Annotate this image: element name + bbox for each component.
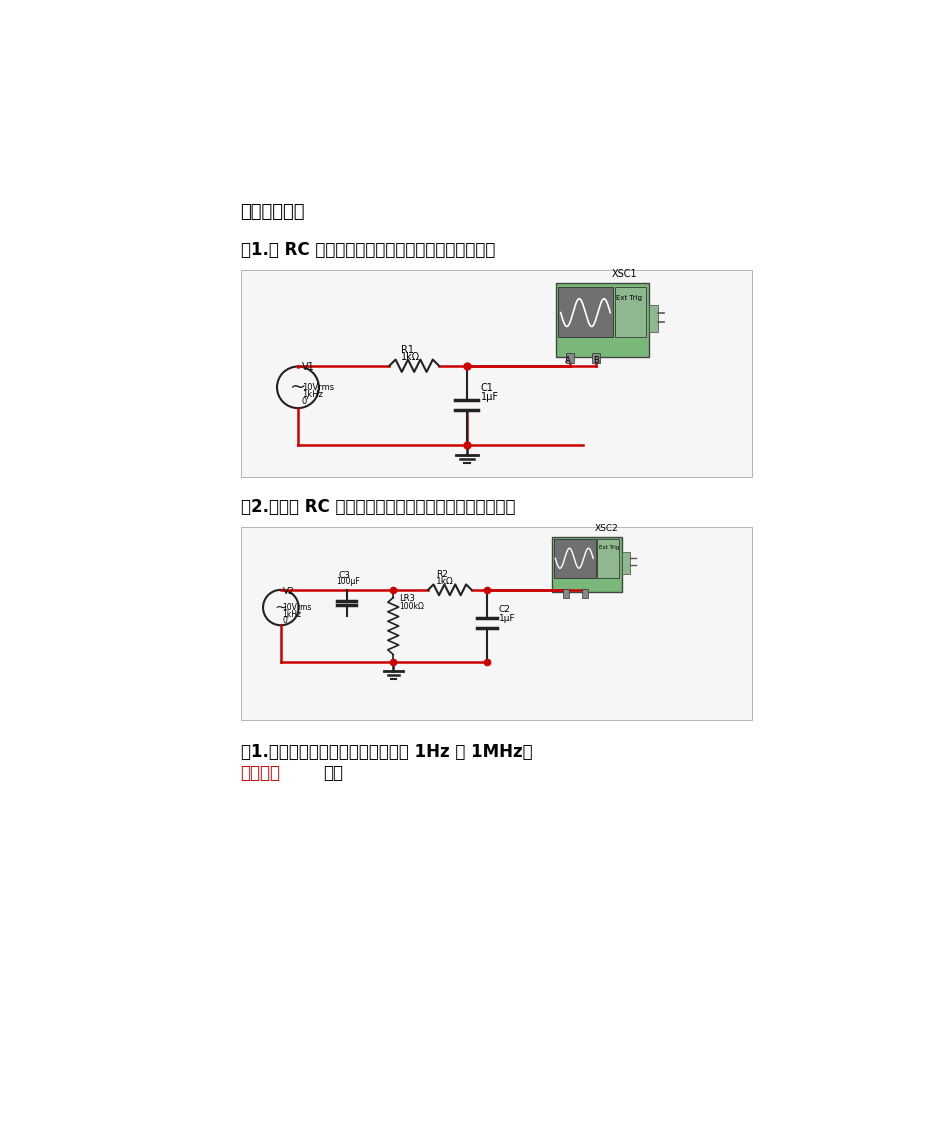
Text: V2: V2 xyxy=(282,586,294,595)
Text: ~: ~ xyxy=(290,377,306,396)
Text: 【1.由 RC 电路和交流电源组成的简单低通滤波器】: 【1.由 RC 电路和交流电源组成的简单低通滤波器】 xyxy=(241,241,495,259)
Text: B: B xyxy=(593,356,598,365)
Text: Ext Trig: Ext Trig xyxy=(598,545,618,550)
Bar xyxy=(621,553,629,574)
Bar xyxy=(592,353,599,364)
Text: 【1.低通电路交流分析参数设置（从 1Hz 到 1MHz，: 【1.低通电路交流分析参数设置（从 1Hz 到 1MHz， xyxy=(241,743,531,761)
Bar xyxy=(615,287,645,337)
Bar xyxy=(581,590,587,597)
Text: 1kΩ: 1kΩ xyxy=(400,353,420,363)
Text: 实验电路图：: 实验电路图： xyxy=(241,202,305,220)
Bar xyxy=(241,270,751,477)
Text: 10Vrms: 10Vrms xyxy=(282,603,312,612)
Text: 100kΩ: 100kΩ xyxy=(399,602,424,611)
Text: 1μF: 1μF xyxy=(498,613,514,622)
Text: 【2.由二阶 RC 电路和交流电源组成的简单带通滤波器】: 【2.由二阶 RC 电路和交流电源组成的简单带通滤波器】 xyxy=(241,499,514,517)
Text: 100μF: 100μF xyxy=(335,577,360,586)
Text: C1: C1 xyxy=(480,383,493,393)
Bar xyxy=(551,537,621,592)
Bar xyxy=(563,590,568,597)
Text: C3: C3 xyxy=(339,570,350,579)
Bar xyxy=(558,287,612,337)
Text: 1μF: 1μF xyxy=(480,392,498,402)
Bar xyxy=(555,283,649,356)
Bar xyxy=(597,539,618,577)
Text: 1kHz: 1kHz xyxy=(301,391,322,400)
Text: ~: ~ xyxy=(274,600,287,615)
Bar xyxy=(649,305,658,332)
Bar xyxy=(553,539,595,577)
Bar xyxy=(241,528,751,720)
Text: V1: V1 xyxy=(301,363,314,373)
Text: 1kHz: 1kHz xyxy=(282,610,301,619)
Bar xyxy=(565,353,573,364)
Text: 十倍频长: 十倍频长 xyxy=(241,764,280,782)
Text: R2: R2 xyxy=(435,569,447,578)
Text: XSC1: XSC1 xyxy=(611,268,637,279)
Text: 1kΩ: 1kΩ xyxy=(435,577,453,586)
Text: 10Vrms: 10Vrms xyxy=(301,383,333,392)
Text: R1: R1 xyxy=(400,345,413,355)
Text: 0': 0' xyxy=(301,398,309,407)
Text: Ext Trig: Ext Trig xyxy=(615,295,642,301)
Text: 0': 0' xyxy=(282,615,289,624)
Text: A: A xyxy=(565,356,570,365)
Text: LR3: LR3 xyxy=(399,594,414,603)
Text: XSC2: XSC2 xyxy=(594,523,617,532)
Text: C2: C2 xyxy=(498,605,510,614)
Text: ）】: ）】 xyxy=(323,764,343,782)
